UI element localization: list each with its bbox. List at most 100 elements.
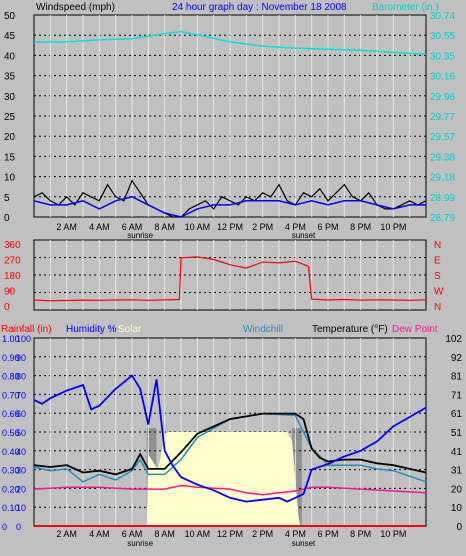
legend-rainfall: Rainfall (in) bbox=[1, 324, 52, 335]
windspeed-tick: 40 bbox=[4, 51, 16, 62]
x-tick-label: 4 AM bbox=[89, 529, 110, 539]
x-tick-label: 4 PM bbox=[285, 222, 306, 232]
rainfall-tick: 0.60 bbox=[2, 409, 20, 419]
rainfall-tick: 0.20 bbox=[2, 484, 20, 494]
x-tick-label: 2 AM bbox=[56, 222, 77, 232]
barometer-tick: 30.35 bbox=[430, 51, 455, 62]
chart-title: 24 hour graph day : November 18 2008 bbox=[172, 2, 347, 13]
barometer-tick: 29.38 bbox=[430, 152, 455, 163]
rainfall-tick: 0.80 bbox=[2, 372, 20, 382]
windspeed-tick: 25 bbox=[4, 112, 16, 123]
compass-tick: E bbox=[434, 256, 441, 267]
direction-tick: 180 bbox=[4, 271, 21, 282]
x-tick-label: 4 PM bbox=[285, 529, 306, 539]
x-tick-label: 6 AM bbox=[122, 222, 143, 232]
humidity-tick: 10 bbox=[16, 503, 26, 513]
windspeed-tick: 15 bbox=[4, 152, 16, 163]
direction-tick: 90 bbox=[4, 287, 16, 298]
temperature-tick: 102 bbox=[445, 334, 462, 345]
sunset-label: sunset bbox=[292, 231, 316, 240]
x-tick-label: 12 PM bbox=[217, 529, 243, 539]
legend-humidity: Humidity % bbox=[66, 324, 117, 335]
sunrise-label: sunrise bbox=[127, 231, 153, 240]
direction-panel-grid bbox=[34, 240, 426, 310]
wind-panel-series bbox=[33, 30, 427, 218]
windchill-line bbox=[33, 412, 427, 483]
compass-tick: N bbox=[434, 240, 441, 251]
temp-panel-legend: Rainfall (in) Humidity % Solar Windchill… bbox=[1, 324, 438, 335]
temp-panel-series bbox=[33, 374, 427, 527]
barometer-tick: 29.57 bbox=[430, 132, 455, 143]
humidity-tick: 0 bbox=[16, 522, 21, 532]
barometer-tick: 30.55 bbox=[430, 31, 455, 42]
barometer-axis-label: Barometer (in.) bbox=[372, 2, 439, 13]
windgust-line bbox=[33, 196, 426, 218]
compass-tick: W bbox=[434, 287, 444, 298]
windspeed-tick: 35 bbox=[4, 72, 16, 83]
legend-temperature: Temperature (°F) bbox=[312, 324, 388, 335]
x-tick-label: 4 AM bbox=[89, 222, 110, 232]
compass-tick: S bbox=[434, 271, 441, 282]
sunset-label: sunset bbox=[292, 539, 316, 548]
sunrise-label: sunrise bbox=[127, 539, 153, 548]
legend-dewpoint: Dew Point bbox=[392, 324, 438, 335]
direction-panel-series bbox=[33, 256, 427, 302]
x-tick-label: 8 PM bbox=[350, 529, 371, 539]
x-tick-label: 10 AM bbox=[185, 529, 211, 539]
humidity-tick: 60 bbox=[16, 409, 26, 419]
solar-area bbox=[146, 432, 301, 526]
windspeed-tick: 10 bbox=[4, 173, 16, 184]
rainfall-tick: 0.70 bbox=[2, 390, 20, 400]
direction-line bbox=[33, 256, 427, 302]
dewpoint-line bbox=[33, 484, 427, 496]
humidity-tick: 20 bbox=[16, 484, 26, 494]
humidity-tick: 40 bbox=[16, 447, 26, 457]
legend-solar: Solar bbox=[118, 324, 142, 335]
temperature-tick: 81 bbox=[451, 372, 463, 383]
x-tick-label: 6 AM bbox=[122, 529, 143, 539]
rainfall-tick: 0.40 bbox=[2, 447, 20, 457]
temperature-tick: 10 bbox=[451, 503, 463, 514]
direction-tick: 0 bbox=[4, 302, 10, 313]
x-tick-label: 6 PM bbox=[317, 222, 338, 232]
humidity-tick: 80 bbox=[16, 372, 26, 382]
temperature-tick: 0 bbox=[456, 522, 462, 533]
wind-panel-grid bbox=[34, 15, 426, 217]
barometer-tick: 28.79 bbox=[430, 213, 455, 224]
x-tick-label: 2 PM bbox=[252, 529, 273, 539]
temperature-tick: 41 bbox=[451, 447, 463, 458]
temp-panel-ticks: 0 0.10 0.20 0.30 0.40 0.50 0.60 0.70 0.80 0.90 1.0… bbox=[2, 334, 462, 548]
barometer-tick: 30.16 bbox=[430, 72, 455, 83]
windspeed-axis-label: Windspeed (mph) bbox=[36, 2, 115, 13]
rainfall-tick: 0.30 bbox=[2, 466, 20, 476]
humidity-tick: 30 bbox=[16, 466, 26, 476]
humidity-tick: 50 bbox=[16, 428, 26, 438]
rainfall-tick: 0 bbox=[2, 522, 7, 532]
temperature-tick: 51 bbox=[451, 428, 463, 439]
barometer-line bbox=[34, 30, 427, 56]
humidity-tick: 90 bbox=[16, 353, 26, 363]
barometer-tick: 29.77 bbox=[430, 112, 455, 123]
wind-panel-ticks: 0 5 10 15 20 25 30 35 40 45 50 28.79 28.99 29.18 29.38… bbox=[4, 11, 455, 240]
x-tick-label: 2 AM bbox=[56, 529, 77, 539]
windspeed-tick: 30 bbox=[4, 92, 16, 103]
compass-tick: N bbox=[434, 302, 441, 313]
temperature-tick: 20 bbox=[451, 484, 463, 495]
rainfall-tick: 0.90 bbox=[2, 353, 20, 363]
barometer-tick: 30.74 bbox=[430, 11, 455, 22]
x-tick-label: 8 AM bbox=[154, 529, 175, 539]
rainfall-tick: 0.10 bbox=[2, 503, 20, 513]
x-tick-label: 10 PM bbox=[380, 529, 406, 539]
x-tick-label: 6 PM bbox=[317, 529, 338, 539]
windspeed-tick: 50 bbox=[4, 11, 16, 22]
windspeed-tick: 5 bbox=[4, 193, 10, 204]
windspeed-tick: 0 bbox=[4, 213, 10, 224]
x-tick-label: 12 PM bbox=[217, 222, 243, 232]
humidity-line bbox=[33, 374, 427, 503]
direction-tick: 360 bbox=[4, 240, 21, 251]
dusk-shade bbox=[292, 428, 302, 526]
legend-windchill: Windchill bbox=[243, 324, 283, 335]
x-tick-label: 8 PM bbox=[350, 222, 371, 232]
